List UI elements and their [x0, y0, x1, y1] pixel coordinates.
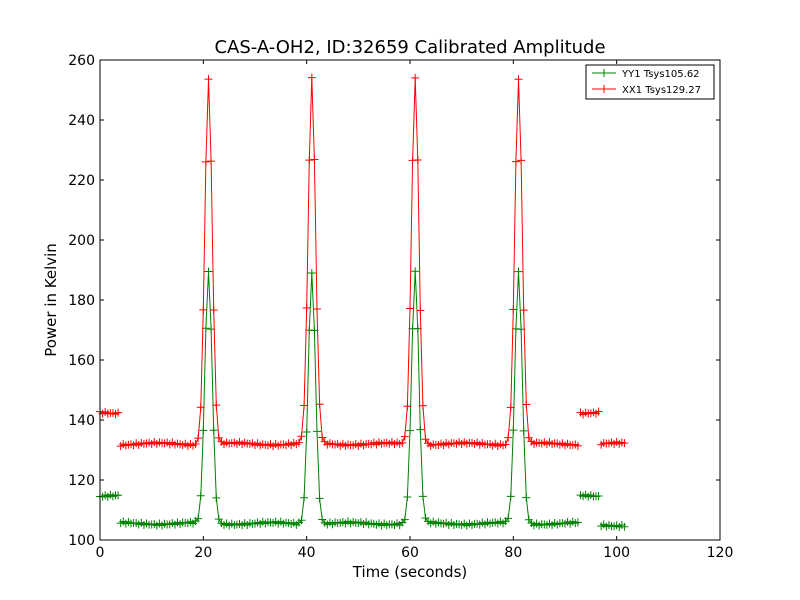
series-0-point — [302, 428, 311, 437]
series-0-point — [307, 269, 316, 278]
series-1-point — [302, 303, 311, 312]
series-1-point — [418, 401, 427, 410]
series-0-point — [313, 427, 321, 436]
series-0-point — [400, 515, 409, 524]
series-1-point — [506, 403, 515, 412]
series-1-point — [294, 438, 303, 447]
series-1-point — [514, 75, 523, 84]
series-0-point — [406, 426, 414, 435]
plot-lines — [96, 73, 629, 532]
series-1-point — [594, 407, 603, 416]
series-1-point — [313, 305, 321, 314]
series-0-point — [403, 492, 412, 501]
series-1-point — [504, 433, 513, 442]
series-0-point — [300, 493, 309, 502]
series-1-point — [305, 156, 314, 165]
x-tick-label: 100 — [603, 545, 630, 561]
series-0-point — [315, 494, 324, 503]
series-1-point — [204, 75, 213, 84]
series-0-point — [509, 426, 518, 435]
series-1-point — [511, 157, 520, 166]
y-tick-label: 120 — [68, 473, 95, 489]
series-0-point — [310, 326, 319, 335]
series-0-point — [506, 492, 515, 501]
series-1-point — [398, 438, 407, 447]
series-1-point — [573, 441, 582, 450]
y-tick-label: 160 — [68, 353, 95, 369]
series-1-point — [501, 440, 510, 449]
x-axis-label: Time (seconds) — [352, 563, 468, 581]
series-1-point — [413, 156, 422, 165]
x-tick-label: 120 — [707, 545, 734, 561]
series-0-point — [199, 426, 208, 435]
series-0-point — [416, 425, 425, 434]
legend-label-yy1: YY1 Tsys105.62 — [621, 69, 700, 80]
series-1-point — [416, 306, 425, 315]
series-1-point — [297, 432, 306, 441]
series-1-point — [310, 155, 319, 164]
y-axis-label: Power in Kelvin — [42, 243, 60, 357]
series-0-point — [297, 516, 306, 525]
axis-ticks: 0 20 40 60 80 100 120 100 120 140 160 180 200 220 240 2… — [68, 53, 733, 561]
series-0-point — [214, 515, 223, 524]
x-tick-label: 60 — [401, 545, 419, 561]
series-1-point — [318, 433, 327, 442]
y-tick-label: 260 — [68, 53, 95, 69]
series-1-point — [207, 157, 216, 166]
legend-box — [585, 64, 715, 100]
series-1-point — [403, 402, 412, 411]
y-tick-label: 220 — [68, 173, 95, 189]
series-1-point — [199, 305, 208, 314]
series-1-point — [517, 156, 526, 165]
series-0-point — [594, 491, 603, 500]
legend: YY1 Tsys105.62 XX1 Tsys129.27 — [585, 64, 715, 100]
series-1-point — [201, 157, 210, 166]
series-1-point — [196, 403, 205, 412]
chart-title: CAS-A-OH2, ID:32659 Calibrated Amplitude — [214, 37, 605, 58]
series-0-point — [212, 493, 221, 502]
series-1-point — [212, 401, 221, 410]
x-tick-label: 20 — [194, 545, 212, 561]
series-1-point — [519, 306, 528, 315]
series-1-point — [315, 400, 324, 409]
series-1-point — [411, 73, 420, 82]
legend-marker-yy1 — [600, 69, 608, 77]
y-tick-label: 180 — [68, 293, 95, 309]
series-0-point — [573, 518, 582, 527]
x-tick-label: 0 — [96, 545, 105, 561]
y-tick-label: 140 — [68, 413, 95, 429]
series-1-point — [522, 400, 531, 409]
series-0-point — [196, 491, 205, 500]
series-0-point — [204, 267, 213, 276]
series-0-point — [209, 426, 218, 435]
series-0-point — [504, 514, 513, 523]
y-tick-label: 100 — [68, 533, 95, 549]
series-0-point — [519, 426, 528, 435]
series-1-point — [194, 434, 203, 443]
series-0-point — [620, 522, 629, 531]
series-1-point — [620, 439, 629, 448]
series-1-point — [307, 73, 316, 82]
series-0-point — [114, 491, 123, 500]
series-1-point — [300, 401, 309, 410]
series-1-point — [509, 305, 518, 314]
series-1-point — [400, 432, 409, 441]
series-1-point — [191, 440, 200, 449]
y-tick-label: 200 — [68, 233, 95, 249]
series-1-point — [209, 305, 218, 314]
series-0-point — [522, 493, 531, 502]
series-1-point — [406, 304, 414, 313]
series-1-point — [114, 408, 123, 417]
x-tick-label: 80 — [504, 545, 522, 561]
series-0-point — [514, 267, 523, 276]
x-tick-label: 40 — [298, 545, 316, 561]
series-0-point — [418, 492, 427, 501]
legend-label-xx1: XX1 Tsys129.27 — [622, 85, 701, 96]
y-tick-label: 240 — [68, 113, 95, 129]
series-0-point — [411, 267, 420, 276]
legend-marker-xx1 — [600, 85, 608, 93]
series-0-point — [194, 514, 203, 523]
